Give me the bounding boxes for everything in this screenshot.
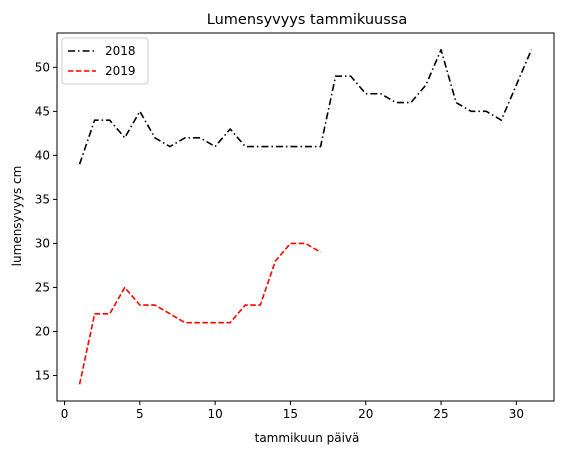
series-line-2019 <box>78 242 321 385</box>
x-tick-label: 5 <box>136 407 144 421</box>
x-tick-label: 10 <box>207 407 222 421</box>
y-axis-label: lumensyvyys cm <box>10 166 24 267</box>
y-tick-label: 40 <box>35 148 50 162</box>
x-tick-label: 15 <box>283 407 298 421</box>
chart-title: Lumensyvyys tammikuussa <box>207 12 407 28</box>
x-axis-label: tammikuun päivä <box>255 431 360 445</box>
y-tick-label: 30 <box>35 236 50 250</box>
legend-label-2018: 2018 <box>105 44 136 58</box>
y-tick-label: 25 <box>35 280 50 294</box>
legend: 2018 2019 <box>61 37 149 85</box>
x-tick-label: 30 <box>509 407 524 421</box>
y-axis-ticks: 15 20 25 30 35 40 45 50 <box>35 60 57 382</box>
y-tick-label: 50 <box>35 60 50 74</box>
x-tick-label: 0 <box>61 407 69 421</box>
x-tick-label: 20 <box>358 407 373 421</box>
legend-label-2019: 2019 <box>105 64 136 78</box>
y-tick-label: 45 <box>35 104 50 118</box>
series-line-2018 <box>78 48 533 165</box>
y-tick-label: 35 <box>35 192 50 206</box>
x-tick-label: 25 <box>433 407 448 421</box>
plot-area <box>78 48 533 385</box>
plot-frame <box>56 32 555 402</box>
x-axis-ticks: 0 5 10 15 20 25 30 <box>61 401 524 421</box>
y-tick-label: 15 <box>35 368 50 382</box>
legend-box <box>61 37 149 85</box>
y-tick-label: 20 <box>35 324 50 338</box>
